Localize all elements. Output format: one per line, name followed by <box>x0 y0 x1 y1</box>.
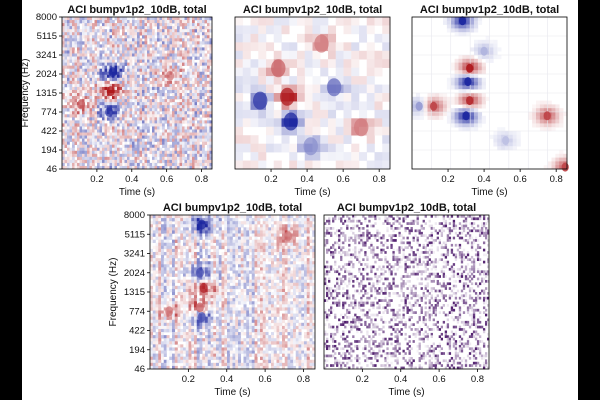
x-tick-label-4-3: 0.6 <box>259 374 272 385</box>
heatmap-cells-3 <box>412 17 568 170</box>
blob-4-4 <box>195 302 204 313</box>
blob-2-6 <box>354 118 369 137</box>
blob-3-6 <box>430 101 438 111</box>
x-tick-label-1-1: 0.2 <box>90 174 103 185</box>
chart-title-5: ACI bumpv1p2_10dB, total <box>337 202 476 214</box>
y-tick-label-4-2: 194 <box>129 345 145 356</box>
blob-1-4 <box>77 99 86 110</box>
figure-canvas: ACI bumpv1p2_10dB, total 0.2 0.4 0.6 0.8 Time… <box>20 4 569 398</box>
blob-2-7 <box>314 34 329 53</box>
y-tick-label-1-4: 774 <box>41 107 57 118</box>
panel-3: ACI bumpv1p2_10dB, total 0.2 0.4 0.6 0.8 Time… <box>411 4 569 198</box>
y-tick-label-4-9: 8000 <box>124 210 145 221</box>
y-tick-label-1-6: 2024 <box>36 69 57 80</box>
y-tick-label-1-7: 3241 <box>36 50 57 61</box>
x-tick-label-4-2: 0.4 <box>220 374 233 385</box>
x-axis-label-3: Time (s) <box>471 187 507 198</box>
x-tick-label-2-2: 0.4 <box>300 174 313 185</box>
x-tick-label-5-3: 0.6 <box>433 374 446 385</box>
chart-title-1: ACI bumpv1p2_10dB, total <box>67 4 206 16</box>
x-tick-label-1-3: 0.6 <box>160 174 173 185</box>
y-tick-label-4-3: 422 <box>129 326 145 337</box>
blob-3-5 <box>462 111 470 121</box>
y-tick-label-4-5: 1315 <box>124 287 145 298</box>
blob-1-2 <box>106 86 115 97</box>
x-tick-label-4-1: 0.2 <box>182 374 195 385</box>
blob-2-3 <box>253 91 268 110</box>
blob-4-1 <box>197 219 206 230</box>
blob-3-7 <box>415 101 423 111</box>
blob-3-3 <box>464 77 472 87</box>
blob-2-5 <box>326 78 342 97</box>
x-tick-label-2-3: 0.6 <box>337 174 350 185</box>
blob-1-3 <box>105 107 114 117</box>
x-axis-label-5: Time (s) <box>388 387 424 398</box>
x-axis-label-1: Time (s) <box>119 187 155 198</box>
x-tick-label-3-4: 0.8 <box>550 174 563 185</box>
blob-3-8 <box>543 111 551 121</box>
y-tick-label-1-1: 46 <box>46 164 57 175</box>
y-tick-label-1-3: 422 <box>41 126 57 137</box>
y-axis-label-4: Frequency (Hz) <box>108 258 119 327</box>
plot-frame-2 <box>234 16 391 170</box>
blob-2-2 <box>283 112 299 131</box>
plot-frame-3 <box>411 16 568 170</box>
y-tick-label-4-6: 2024 <box>124 268 145 279</box>
x-tick-label-3-1: 0.2 <box>441 174 454 185</box>
heatmap-cells-1 <box>62 17 213 170</box>
panel-4: ACI bumpv1p2_10dB, total 0.2 0.4 0.6 0.8 Time… <box>108 202 316 398</box>
plot-frame-5 <box>323 214 490 370</box>
blob-4-3 <box>199 283 208 294</box>
y-tick-label-1-5: 1315 <box>36 88 57 99</box>
x-axis-label-4: Time (s) <box>214 387 250 398</box>
y-tick-label-4-7: 3241 <box>124 249 145 260</box>
x-tick-label-5-2: 0.4 <box>394 374 407 385</box>
x-tick-label-4-4: 0.8 <box>297 374 310 385</box>
y-tick-label-4-8: 5115 <box>125 229 145 240</box>
blob-3-9 <box>561 162 569 172</box>
panel-2: ACI bumpv1p2_10dB, total 0.2 0.4 0.6 0.8 Time… <box>234 4 391 198</box>
blob-3-2 <box>466 63 474 73</box>
blob-2-1 <box>280 87 295 106</box>
blob-4-7 <box>284 231 293 242</box>
x-tick-label-5-4: 0.8 <box>471 374 484 385</box>
blob-3-10 <box>480 46 488 56</box>
panel-1: ACI bumpv1p2_10dB, total 0.2 0.4 0.6 0.8 Time… <box>20 4 213 198</box>
y-tick-label-1-8: 5115 <box>37 31 57 42</box>
blob-3-4 <box>466 96 474 106</box>
blob-2-4 <box>271 59 286 78</box>
blob-2-8 <box>303 137 318 156</box>
blob-1-5 <box>166 70 175 81</box>
y-axis-label-1: Frequency (Hz) <box>22 59 31 128</box>
blob-4-6 <box>165 306 174 317</box>
y-tick-label-1-9: 8000 <box>36 12 57 23</box>
figure-page: ACI bumpv1p2_10dB, total 0.2 0.4 0.6 0.8 Time… <box>20 0 578 400</box>
blob-4-2 <box>195 267 204 278</box>
x-tick-label-5-1: 0.2 <box>356 374 369 385</box>
y-tick-label-1-2: 194 <box>41 145 57 156</box>
x-tick-label-3-2: 0.4 <box>477 174 490 185</box>
x-tick-label-1-2: 0.4 <box>125 174 138 185</box>
x-axis-label-2: Time (s) <box>294 187 330 198</box>
y-tick-label-4-4: 774 <box>129 306 145 317</box>
x-tick-label-2-1: 0.2 <box>264 174 277 185</box>
chart-title-4: ACI bumpv1p2_10dB, total <box>163 202 302 214</box>
chart-title-3: ACI bumpv1p2_10dB, total <box>420 4 559 16</box>
heatmap-cells-5 <box>324 215 490 370</box>
blob-4-5 <box>197 312 206 322</box>
x-tick-label-3-3: 0.6 <box>514 174 527 185</box>
x-tick-label-1-4: 0.8 <box>195 174 208 185</box>
y-tick-label-4-1: 46 <box>134 364 145 375</box>
blob-1-1 <box>108 67 117 78</box>
blob-3-11 <box>502 136 510 145</box>
panel-5: ACI bumpv1p2_10dB, total 0.2 0.4 0.6 0.8 Time… <box>323 202 490 398</box>
chart-title-2: ACI bumpv1p2_10dB, total <box>243 4 382 16</box>
blob-3-1 <box>458 16 467 26</box>
x-tick-label-2-4: 0.8 <box>373 174 386 185</box>
